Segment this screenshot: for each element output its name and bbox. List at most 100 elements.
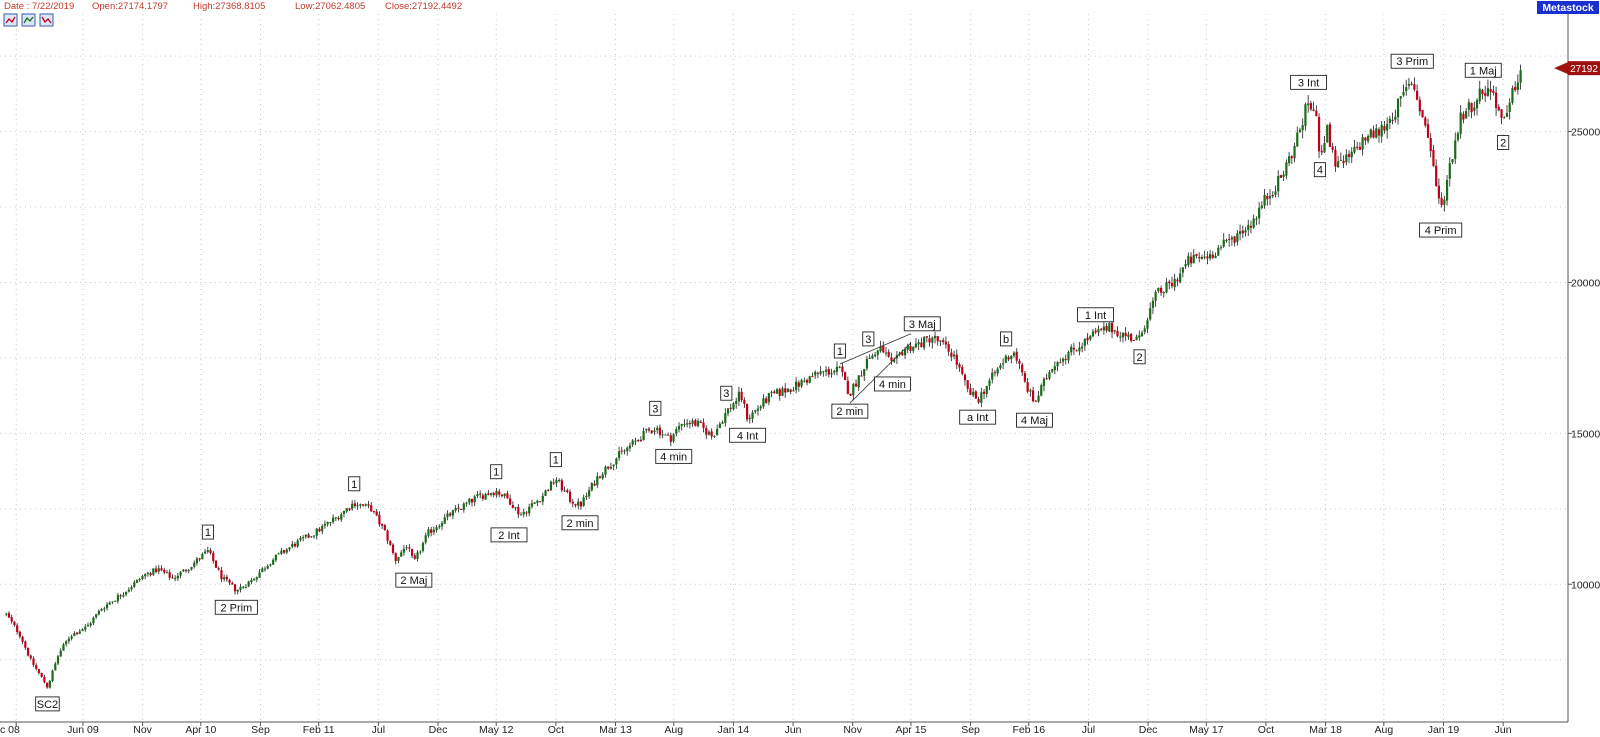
candle-down (982, 391, 986, 394)
candle-down (370, 505, 373, 512)
candle-up (236, 589, 239, 592)
wave-label-text: 2 Int (498, 530, 519, 542)
candle-down (46, 682, 49, 688)
candle-up (1230, 237, 1233, 240)
candle-up (59, 650, 62, 657)
candle-up (1508, 102, 1511, 113)
candle-down (961, 367, 964, 374)
candle-up (1029, 390, 1032, 392)
candle-down (688, 423, 691, 425)
candle-down (805, 379, 809, 383)
candle-down (1328, 124, 1332, 147)
candle-up (277, 553, 280, 555)
candle-up (1263, 194, 1266, 206)
candle-down (944, 341, 948, 345)
candle-down (487, 493, 490, 495)
candle-down (18, 631, 21, 637)
wave-label-box (1133, 349, 1146, 365)
candle-down (1364, 137, 1367, 141)
candle-down (163, 569, 166, 573)
chart-tool-icon[interactable] (3, 13, 18, 27)
candle-up (634, 440, 637, 442)
candle-up (732, 403, 735, 410)
candle-down (1086, 337, 1089, 341)
candle-down (1309, 103, 1312, 110)
x-tick-label: Nov (133, 724, 152, 736)
candle-up (1127, 334, 1130, 337)
candle-up (914, 343, 918, 348)
candle-up (1061, 358, 1065, 362)
candle-down (901, 352, 904, 356)
candle-up (1456, 133, 1460, 140)
candles (5, 64, 1522, 689)
candle-up (345, 508, 348, 512)
candle-up (871, 355, 874, 359)
candle-up (174, 578, 177, 580)
candle-up (1282, 174, 1285, 177)
candle-up (193, 562, 196, 567)
wave-label-box (1390, 53, 1434, 69)
candle-down (882, 345, 885, 353)
wave-label: 4 Maj (1016, 412, 1053, 428)
wave-label-box (561, 515, 599, 531)
candle-up (62, 644, 65, 651)
chart-tool-icon[interactable] (39, 13, 54, 27)
candle-down (560, 480, 563, 491)
candle-up (653, 430, 656, 433)
candle-down (1206, 256, 1209, 259)
candle-up (1089, 335, 1092, 340)
chart-tool-icon[interactable] (21, 13, 36, 27)
wave-label: 3 (720, 385, 733, 401)
wave-label-box (348, 476, 361, 492)
candle-down (579, 501, 583, 507)
candle-up (81, 629, 84, 632)
candle-up (582, 497, 585, 506)
candle-up (814, 371, 817, 376)
wave-label: 4 min (874, 376, 911, 392)
candle-down (410, 549, 414, 556)
wave-label: 1 (833, 343, 846, 359)
candle-up (1091, 331, 1095, 337)
candle-up (857, 375, 860, 388)
candle-up (432, 529, 435, 533)
candle-down (552, 482, 555, 484)
candle-down (1031, 390, 1035, 402)
candle-up (138, 579, 141, 581)
candle-up (737, 391, 741, 402)
candle-up (296, 540, 299, 547)
candle-down (383, 525, 386, 531)
wave-label: 4 Int (729, 427, 767, 443)
candle-up (1503, 117, 1506, 119)
candle-down (1059, 362, 1062, 364)
candle-down (233, 584, 237, 592)
candle-up (78, 631, 81, 634)
candle-up (302, 537, 305, 539)
candle-up (1187, 255, 1190, 265)
wave-label-text: 3 Int (1298, 77, 1319, 89)
candle-down (32, 658, 35, 665)
wave-label-box (395, 572, 433, 588)
candle-up (272, 559, 275, 565)
candle-up (476, 494, 479, 497)
candle-down (1034, 400, 1037, 402)
candle-down (942, 340, 945, 342)
candle-down (920, 342, 923, 348)
candle-up (1217, 247, 1220, 256)
candle-up (999, 365, 1002, 369)
candle-up (1448, 163, 1451, 179)
candle-up (1222, 239, 1225, 247)
candle-down (1271, 195, 1274, 197)
candle-up (454, 508, 457, 511)
candle-up (759, 406, 762, 409)
candle-up (781, 388, 784, 396)
candle-up (680, 424, 683, 426)
candle-up (54, 663, 57, 671)
wave-label-box (959, 409, 997, 425)
candle-down (743, 399, 746, 404)
candle-down (925, 336, 928, 338)
candle-up (792, 390, 795, 392)
candle-up (326, 521, 329, 525)
wave-label-text: 2 min (567, 518, 594, 530)
candle-up (1037, 395, 1040, 402)
